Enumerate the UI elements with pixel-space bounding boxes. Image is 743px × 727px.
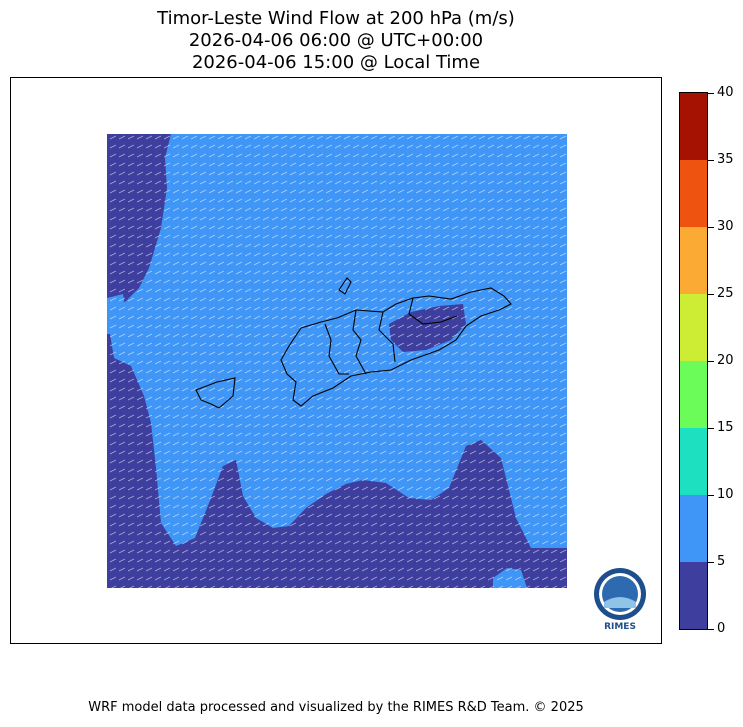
wind-field bbox=[107, 134, 567, 588]
colorbar bbox=[679, 92, 708, 630]
colorbar-band bbox=[680, 495, 707, 562]
colorbar-tick-mark bbox=[708, 93, 714, 94]
colorbar-tick-mark bbox=[708, 495, 714, 496]
chart-title: Timor-Leste Wind Flow at 200 hPa (m/s) 2… bbox=[0, 8, 672, 74]
oecusse-enclave bbox=[195, 377, 236, 409]
rimes-logo-emblem bbox=[594, 568, 646, 620]
district-border-2 bbox=[352, 309, 367, 375]
colorbar-tick-label: 5 bbox=[717, 554, 726, 569]
colorbar-tick-mark bbox=[708, 629, 714, 630]
colorbar-tick-label: 15 bbox=[717, 420, 734, 435]
colorbar-tick-label: 30 bbox=[717, 219, 734, 234]
colorbar-tick-label: 35 bbox=[717, 152, 734, 167]
footer-credit: WRF model data processed and visualized … bbox=[88, 700, 584, 715]
colorbar-tick-mark bbox=[708, 428, 714, 429]
colorbar-tick-label: 40 bbox=[717, 85, 734, 100]
district-border-3 bbox=[378, 311, 396, 363]
title-line-1: Timor-Leste Wind Flow at 200 hPa (m/s) bbox=[157, 8, 515, 29]
atauro-island bbox=[338, 277, 352, 295]
colorbar-tick-mark bbox=[708, 562, 714, 563]
colorbar-tick-label: 0 bbox=[717, 621, 726, 636]
title-line-2: 2026-04-06 06:00 @ UTC+00:00 bbox=[188, 30, 484, 51]
colorbar-tick-mark bbox=[708, 361, 714, 362]
colorbar-tick-mark bbox=[708, 160, 714, 161]
district-border-1 bbox=[324, 323, 349, 375]
colorbar-tick-mark bbox=[708, 227, 714, 228]
rimes-logo: RIMES bbox=[588, 566, 652, 636]
colorbar-band bbox=[680, 361, 707, 428]
colorbar-tick-label: 10 bbox=[717, 487, 734, 502]
wind-map bbox=[107, 134, 567, 588]
map-panel bbox=[10, 77, 662, 644]
district-border-4 bbox=[408, 297, 458, 325]
rimes-logo-text: RIMES bbox=[604, 622, 636, 632]
colorbar-band bbox=[680, 160, 707, 227]
colorbar-tick-mark bbox=[708, 294, 714, 295]
colorbar-band bbox=[680, 562, 707, 629]
colorbar-tick-label: 20 bbox=[717, 353, 734, 368]
colorbar-band bbox=[680, 227, 707, 294]
colorbar-band bbox=[680, 428, 707, 495]
colorbar-tick-label: 25 bbox=[717, 286, 734, 301]
title-line-3: 2026-04-06 15:00 @ Local Time bbox=[191, 52, 481, 73]
colorbar-band bbox=[680, 93, 707, 160]
coastline bbox=[195, 277, 512, 409]
colorbar-band bbox=[680, 294, 707, 361]
